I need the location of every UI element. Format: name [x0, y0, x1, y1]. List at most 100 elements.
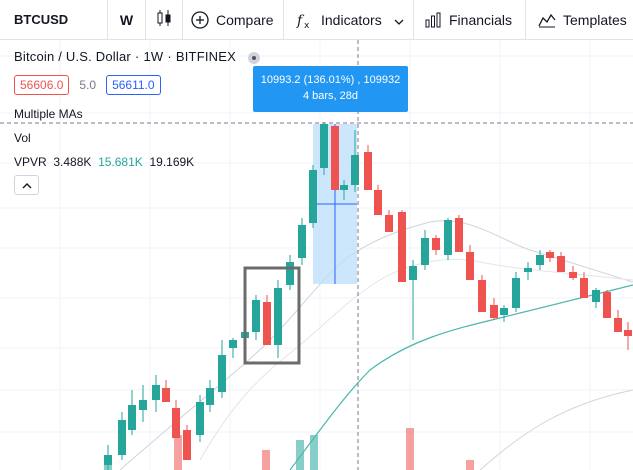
candle-body — [500, 308, 508, 315]
volume-bar — [296, 440, 304, 470]
vpvr-label: VPVR — [14, 155, 47, 169]
candles — [104, 122, 632, 470]
candle-body — [298, 225, 306, 258]
moving-average-line — [479, 389, 633, 470]
candle-body — [172, 408, 180, 438]
candle-body — [374, 190, 382, 215]
candle-body — [139, 400, 147, 410]
chevron-down-icon — [394, 12, 404, 28]
moving-average-line — [199, 258, 633, 461]
candle-body — [286, 262, 294, 285]
ask-price[interactable]: 56611.0 — [106, 75, 161, 95]
candle-body — [444, 220, 452, 255]
indicator-multiple-mas[interactable]: Multiple MAs — [14, 107, 83, 121]
vpvr-value-2: 15.681K — [98, 155, 143, 169]
candle-body — [320, 124, 328, 168]
spread-value: 5.0 — [79, 78, 97, 92]
candle-body — [409, 266, 417, 280]
compare-label: Compare — [216, 11, 274, 28]
moving-average-line — [119, 220, 633, 470]
candles-icon — [156, 9, 172, 30]
bid-price[interactable]: 56606.0 — [14, 75, 70, 95]
measure-tooltip-line-2: 4 bars, 28d — [302, 90, 359, 102]
interval-button[interactable]: W — [108, 0, 146, 40]
templates-icon — [538, 12, 556, 28]
chevron-up-icon — [22, 176, 32, 194]
financials-button[interactable]: Financials — [414, 0, 526, 40]
candle-body — [128, 405, 136, 430]
candle-body — [206, 388, 214, 405]
candle-body — [536, 255, 544, 265]
candle-body — [490, 305, 498, 318]
legend-exchange: BITFINEX — [175, 49, 236, 64]
indicator-vpvr[interactable]: VPVR 3.488K 15.681K 19.169K — [14, 155, 194, 169]
moving-average-line — [289, 284, 633, 470]
candle-body — [421, 238, 429, 265]
collapse-legend-button[interactable] — [14, 175, 39, 195]
candle-body — [351, 155, 359, 185]
candle-body — [624, 330, 632, 336]
candle-body — [364, 152, 372, 190]
symbol-legend: Bitcoin / U.S. Dollar · 1W · BITFINEX — [14, 49, 260, 64]
templates-button[interactable]: Templates — [526, 0, 633, 40]
candle-body — [603, 292, 611, 318]
candle-body — [118, 420, 126, 455]
legend-timeframe: 1W — [143, 49, 164, 64]
candle-body — [557, 256, 565, 272]
measure-tooltip-line-1: 10993.2 (136.01%) , 109932 — [260, 74, 401, 86]
candle-body — [340, 185, 348, 190]
indicators-more-button[interactable] — [384, 0, 414, 40]
financials-label: Financials — [449, 11, 513, 28]
volume-bar — [262, 450, 270, 470]
candle-body — [512, 278, 520, 308]
candle-body — [274, 288, 282, 345]
candle-body — [152, 385, 160, 400]
symbol-full-name: Bitcoin / U.S. Dollar — [14, 49, 131, 64]
candle-body — [104, 455, 112, 465]
candle-body — [455, 218, 463, 252]
vpvr-value-3: 19.169K — [149, 155, 195, 169]
candle-body — [309, 170, 317, 223]
volume-bar — [174, 435, 182, 470]
symbol-search-button[interactable]: BTCUSD — [0, 0, 108, 40]
bar-style-button[interactable] — [146, 0, 183, 40]
candle-body — [524, 268, 532, 272]
candle-body — [432, 238, 440, 250]
indicators-label: Indicators — [321, 11, 382, 28]
candle-body — [263, 302, 271, 345]
measure-tooltip: 10993.2 (136.01%) , 109932 4 bars, 28d — [253, 66, 408, 112]
visibility-eye-icon[interactable] — [247, 51, 260, 64]
candle-body — [398, 212, 406, 282]
vpvr-value-1: 3.488K — [53, 155, 92, 169]
candle-body — [614, 318, 622, 332]
compare-button[interactable]: Compare — [183, 0, 284, 40]
indicator-vol[interactable]: Vol — [14, 131, 31, 145]
volume-bar — [406, 428, 414, 470]
bar-chart-icon — [424, 12, 442, 28]
candle-body — [592, 290, 600, 302]
chart-pane[interactable]: Bitcoin / U.S. Dollar · 1W · BITFINEX 56606.… — [0, 40, 633, 470]
volume-bar — [466, 460, 474, 470]
candle-body — [546, 252, 554, 258]
candle-body — [252, 300, 260, 332]
candle-body — [331, 126, 339, 190]
interval-label: W — [119, 11, 134, 28]
price-chart[interactable] — [0, 40, 633, 470]
candle-body — [478, 280, 486, 312]
volume-bar — [310, 435, 318, 470]
templates-label: Templates — [563, 11, 627, 28]
candle-body — [196, 402, 204, 435]
candle-body — [218, 355, 226, 392]
candle-body — [580, 278, 588, 298]
candle-body — [229, 340, 237, 348]
svg-text:x: x — [304, 21, 310, 29]
volume-bars — [104, 428, 474, 470]
symbol-label: BTCUSD — [14, 12, 69, 27]
candle-body — [183, 430, 191, 460]
bid-ask-row: 56606.0 5.0 56611.0 — [14, 75, 161, 95]
candle-body — [385, 215, 393, 232]
highlight-rectangle-drawing — [243, 266, 301, 365]
